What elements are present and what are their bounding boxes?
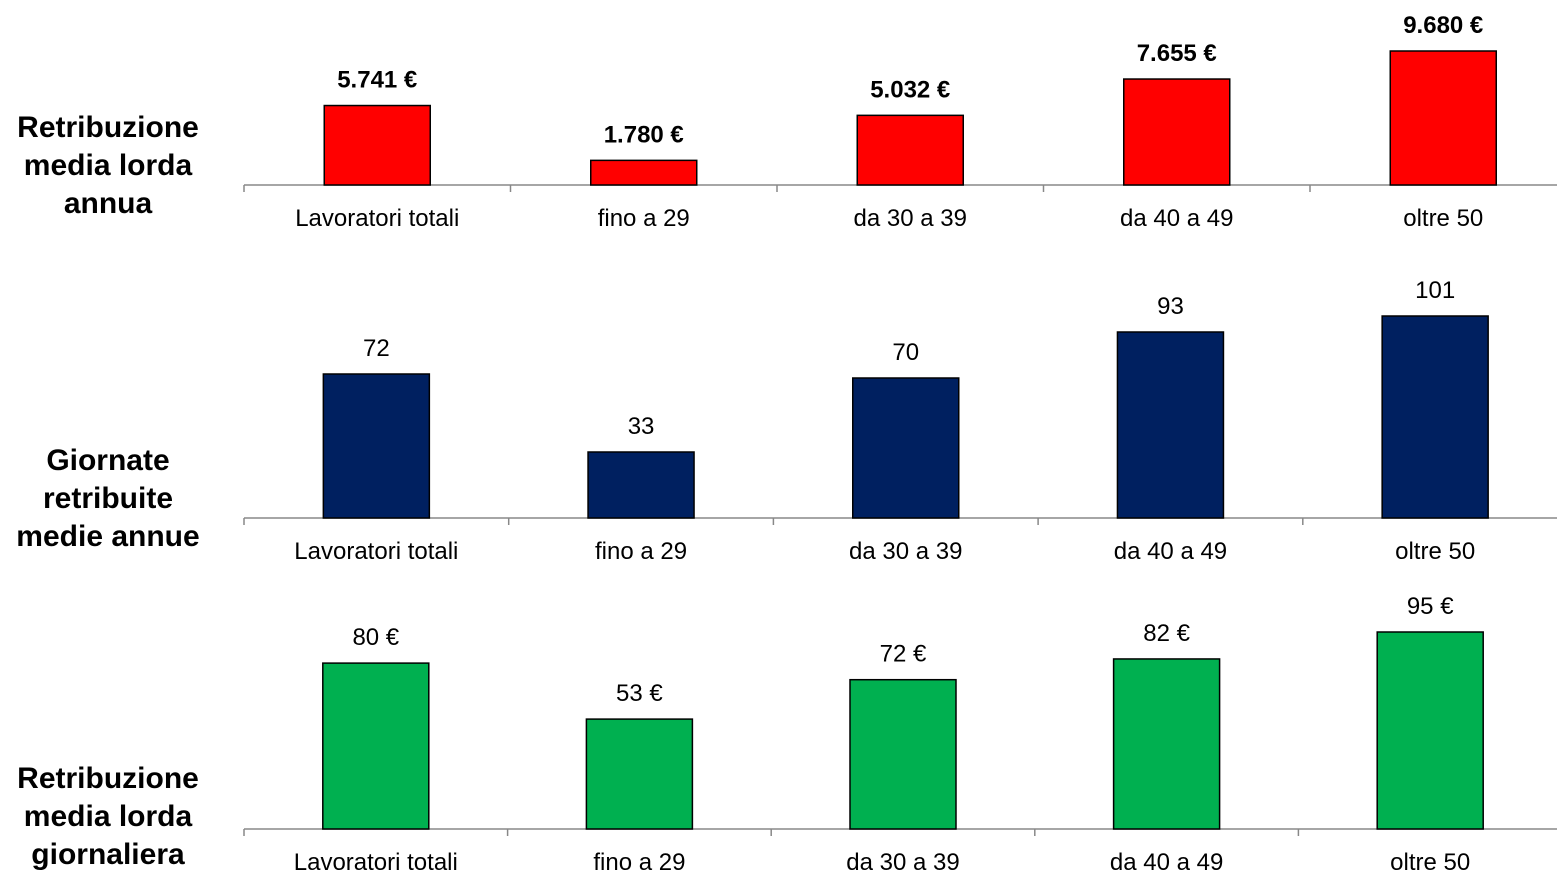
bar — [1381, 315, 1489, 519]
value-label: 72 — [363, 335, 390, 362]
bar — [1116, 331, 1225, 519]
bar — [852, 377, 960, 519]
value-label: 80 € — [352, 624, 399, 651]
bar — [585, 718, 694, 830]
value-label: 7.655 € — [1137, 40, 1217, 67]
bar — [856, 114, 964, 186]
chart-title: Giornate retribuite medie annue — [16, 444, 200, 553]
bar — [322, 373, 431, 519]
x-tick-label: oltre 50 — [1395, 538, 1475, 565]
chart-title: Retribuzione media lorda annua — [17, 111, 199, 220]
value-label: 70 — [892, 339, 919, 366]
x-tick-label: oltre 50 — [1390, 849, 1470, 873]
value-label: 93 — [1157, 293, 1184, 320]
x-tick-label: da 30 a 39 — [849, 538, 962, 565]
x-tick-label: fino a 29 — [595, 538, 687, 565]
bar — [1112, 658, 1221, 830]
bar — [323, 104, 431, 186]
x-tick-label: da 40 a 49 — [1114, 538, 1227, 565]
bar — [1123, 78, 1231, 186]
value-label: 9.680 € — [1403, 12, 1483, 39]
value-label: 101 — [1415, 277, 1455, 304]
value-label: 5.032 € — [870, 76, 950, 103]
x-tick-label: da 40 a 49 — [1110, 849, 1223, 873]
value-label: 95 € — [1407, 593, 1454, 620]
bar — [1376, 631, 1484, 830]
value-label: 1.780 € — [604, 121, 684, 148]
x-tick-label: Lavoratori totali — [294, 849, 458, 873]
bar — [587, 451, 695, 519]
bar — [322, 662, 430, 830]
x-tick-label: Lavoratori totali — [295, 205, 459, 232]
value-label: 82 € — [1143, 620, 1190, 647]
x-tick-label: da 30 a 39 — [846, 849, 959, 873]
bar — [1389, 50, 1497, 186]
bar — [849, 678, 957, 830]
bar — [590, 159, 698, 186]
value-label: 33 — [628, 413, 655, 440]
chart-title: Retribuzione media lorda giornaliera — [17, 762, 199, 871]
x-tick-label: fino a 29 — [598, 205, 690, 232]
value-label: 5.741 € — [337, 67, 417, 94]
x-tick-label: da 30 a 39 — [854, 205, 967, 232]
x-tick-label: oltre 50 — [1403, 205, 1483, 232]
value-label: 72 € — [880, 641, 927, 668]
x-tick-label: da 40 a 49 — [1120, 205, 1233, 232]
x-tick-label: fino a 29 — [593, 849, 685, 873]
value-label: 53 € — [616, 680, 663, 707]
x-tick-label: Lavoratori totali — [294, 538, 458, 565]
